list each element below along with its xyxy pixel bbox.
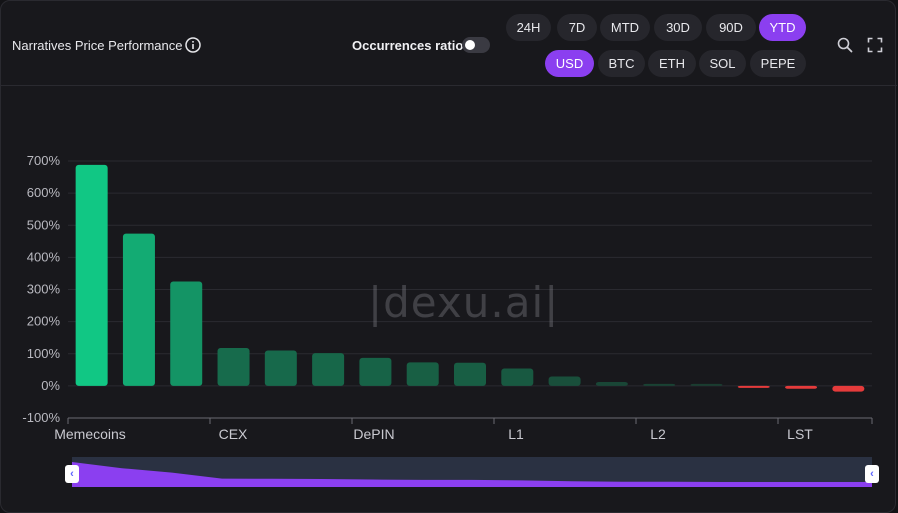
x-tick-label: Memecoins <box>54 426 126 442</box>
currency-sol-button[interactable]: SOL <box>699 50 746 77</box>
x-tick-label: CEX <box>219 426 248 442</box>
bar <box>643 383 676 386</box>
range-30d-button[interactable]: 30D <box>654 14 702 41</box>
y-tick-label: 100% <box>27 346 61 361</box>
bar <box>737 385 770 388</box>
y-tick-label: 0% <box>41 378 60 393</box>
bar <box>312 353 345 386</box>
chevron-left-icon: ‹ <box>70 468 74 480</box>
y-tick-label: 600% <box>27 185 61 200</box>
y-tick-label: -100% <box>22 410 60 425</box>
bar <box>454 362 486 386</box>
x-tick-label: DePIN <box>353 426 394 442</box>
bar <box>75 164 108 386</box>
panel-header: Narratives Price Performance Occurrences… <box>1 1 897 86</box>
y-tick-label: 200% <box>27 314 61 329</box>
occurrences-ratio-toggle[interactable] <box>462 37 490 53</box>
x-tick-label: LST <box>787 426 813 442</box>
toggle-knob <box>465 40 475 50</box>
range-90d-button[interactable]: 90D <box>706 14 756 41</box>
bar <box>501 368 534 386</box>
bar <box>359 357 392 386</box>
y-tick-label: 700% <box>27 153 61 168</box>
bar <box>595 382 628 386</box>
occurrences-ratio-label: Occurrences ratio <box>352 38 464 53</box>
range-7d-button[interactable]: 7D <box>557 14 597 41</box>
bar <box>170 281 203 386</box>
bar <box>832 385 865 392</box>
x-tick-label: L2 <box>650 426 666 442</box>
watermark-logo: |dexu.ai| <box>368 278 560 327</box>
bar <box>785 385 818 389</box>
range-mtd-button[interactable]: MTD <box>600 14 650 41</box>
fullscreen-icon[interactable] <box>867 37 883 53</box>
navigator-series-area <box>72 462 872 487</box>
navigator-left-handle[interactable]: ‹ <box>65 465 79 483</box>
y-tick-label: 500% <box>27 217 61 232</box>
range-ytd-button[interactable]: YTD <box>759 14 806 41</box>
bar <box>217 347 250 386</box>
bar <box>264 350 297 386</box>
info-icon[interactable] <box>185 37 201 53</box>
range-navigator[interactable] <box>72 457 872 487</box>
search-icon[interactable] <box>837 37 853 53</box>
currency-btc-button[interactable]: BTC <box>598 50 645 77</box>
range-24h-button[interactable]: 24H <box>506 14 551 41</box>
currency-usd-button[interactable]: USD <box>545 50 594 77</box>
y-tick-label: 400% <box>27 249 61 264</box>
currency-eth-button[interactable]: ETH <box>648 50 696 77</box>
chevron-left-icon: ‹ <box>870 468 874 480</box>
bar-chart: 700% 600% 500% 400% 300% 200% 100% 0% -100%Memec… <box>22 153 873 442</box>
x-tick-label: L1 <box>508 426 524 442</box>
bar <box>406 362 439 386</box>
currency-pepe-button[interactable]: PEPE <box>750 50 806 77</box>
bar <box>690 383 723 386</box>
navigator-right-handle[interactable]: ‹ <box>865 465 879 483</box>
y-tick-label: 300% <box>27 282 61 297</box>
chart-title: Narratives Price Performance <box>12 38 183 53</box>
bar <box>548 376 581 386</box>
bar <box>122 233 155 386</box>
